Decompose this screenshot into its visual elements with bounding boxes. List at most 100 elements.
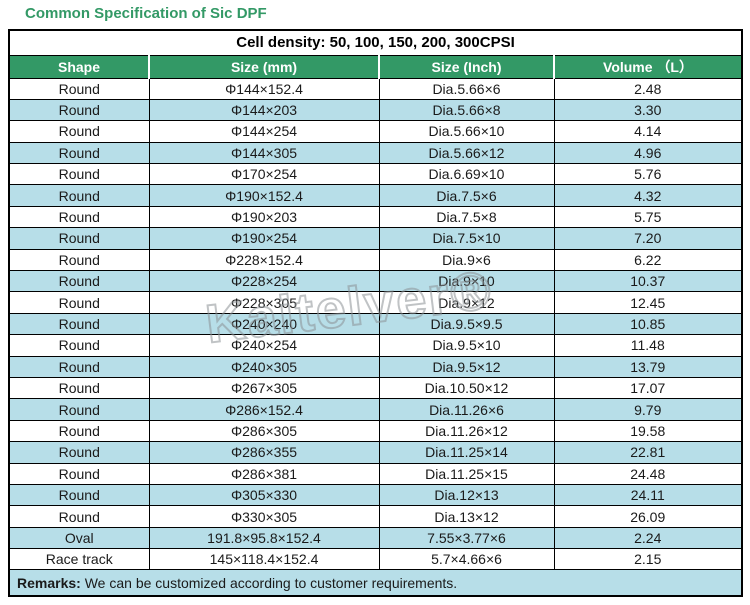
cell-shape: Round <box>8 419 150 443</box>
cell-volume: 11.48 <box>553 334 743 357</box>
cell-shape: Round <box>8 227 150 250</box>
cell-size-inch: Dia.11.25×15 <box>378 462 555 485</box>
cell-size-mm: Φ240×254 <box>148 334 380 357</box>
cell-shape: Round <box>8 505 150 528</box>
table-row: Round Φ228×152.4 Dia.9×6 6.22 <box>8 248 743 272</box>
cell-size-inch: Dia.9.5×10 <box>378 334 555 357</box>
table-row: Round Φ240×305 Dia.9.5×12 13.79 <box>8 355 743 378</box>
table-row: Round Φ190×254 Dia.7.5×10 7.20 <box>8 227 743 250</box>
cell-shape: Round <box>8 291 150 314</box>
cell-size-inch: Dia.6.69×10 <box>378 163 555 186</box>
cell-density-text: Cell density: 50, 100, 150, 200, 300CPSI <box>8 29 743 56</box>
column-header-shape: Shape <box>8 54 150 79</box>
cell-density-row: Cell density: 50, 100, 150, 200, 300CPSI <box>8 29 743 56</box>
cell-size-mm: 145×118.4×152.4 <box>148 548 380 571</box>
table-row: Round Φ305×330 Dia.12×13 24.11 <box>8 483 743 507</box>
cell-size-mm: Φ190×152.4 <box>148 184 380 207</box>
cell-volume: 5.76 <box>553 163 743 186</box>
cell-shape: Round <box>8 98 150 122</box>
cell-volume: 9.79 <box>553 398 743 421</box>
cell-size-inch: 5.7×4.66×6 <box>378 548 555 571</box>
cell-size-inch: Dia.9×12 <box>378 291 555 314</box>
cell-shape: Round <box>8 270 150 293</box>
cell-size-inch: Dia.9.5×12 <box>378 355 555 378</box>
cell-shape: Round <box>8 462 150 485</box>
cell-volume: 24.48 <box>553 462 743 485</box>
cell-size-inch: Dia.11.26×6 <box>378 398 555 421</box>
cell-size-mm: Φ240×240 <box>148 312 380 336</box>
remarks-cell: Remarks: We can be customized according … <box>8 569 743 597</box>
cell-size-inch: Dia.7.5×6 <box>378 184 555 207</box>
table-row: Round Φ286×355 Dia.11.25×14 22.81 <box>8 441 743 464</box>
cell-volume: 4.32 <box>553 184 743 207</box>
cell-size-inch: 7.55×3.77×6 <box>378 526 555 550</box>
cell-size-inch: Dia.11.25×14 <box>378 441 555 464</box>
cell-size-mm: 191.8×95.8×152.4 <box>148 526 380 550</box>
table-row: Round Φ228×305 Dia.9×12 12.45 <box>8 291 743 314</box>
table-body: Round Φ144×152.4 Dia.5.66×6 2.48 Round Φ144×2… <box>8 77 743 571</box>
table-row: Round Φ144×254 Dia.5.66×10 4.14 <box>8 120 743 143</box>
table-row: Round Φ267×305 Dia.10.50×12 17.07 <box>8 376 743 400</box>
cell-shape: Round <box>8 441 150 464</box>
cell-shape: Round <box>8 355 150 378</box>
cell-size-mm: Φ286×355 <box>148 441 380 464</box>
page-title: Common Specification of Sic DPF <box>25 5 267 22</box>
cell-size-mm: Φ144×305 <box>148 141 380 165</box>
column-header-row: Shape Size (mm) Size (Inch) Volume （L） <box>8 54 743 79</box>
cell-shape: Round <box>8 141 150 165</box>
cell-size-inch: Dia.5.66×12 <box>378 141 555 165</box>
cell-size-mm: Φ286×381 <box>148 462 380 485</box>
table-row: Round Φ170×254 Dia.6.69×10 5.76 <box>8 163 743 186</box>
table-row: Round Φ286×305 Dia.11.26×12 19.58 <box>8 419 743 443</box>
cell-size-mm: Φ286×152.4 <box>148 398 380 421</box>
cell-size-inch: Dia.7.5×10 <box>378 227 555 250</box>
cell-size-inch: Dia.9.5×9.5 <box>378 312 555 336</box>
cell-size-inch: Dia.9×10 <box>378 270 555 293</box>
cell-volume: 4.14 <box>553 120 743 143</box>
cell-shape: Oval <box>8 526 150 550</box>
column-header-size-inch: Size (Inch) <box>378 54 555 79</box>
cell-shape: Round <box>8 184 150 207</box>
cell-volume: 4.96 <box>553 141 743 165</box>
cell-size-mm: Φ190×203 <box>148 205 380 229</box>
cell-volume: 12.45 <box>553 291 743 314</box>
cell-size-inch: Dia.5.66×6 <box>378 77 555 100</box>
cell-size-inch: Dia.7.5×8 <box>378 205 555 229</box>
cell-volume: 5.75 <box>553 205 743 229</box>
cell-size-mm: Φ240×305 <box>148 355 380 378</box>
remarks-label: Remarks: <box>17 574 81 591</box>
table-row: Race track 145×118.4×152.4 5.7×4.66×6 2.15 <box>8 548 743 571</box>
cell-volume: 17.07 <box>553 376 743 400</box>
cell-shape: Round <box>8 334 150 357</box>
cell-shape: Round <box>8 483 150 507</box>
table-row: Round Φ144×305 Dia.5.66×12 4.96 <box>8 141 743 165</box>
cell-size-mm: Φ144×203 <box>148 98 380 122</box>
cell-volume: 22.81 <box>553 441 743 464</box>
cell-size-inch: Dia.9×6 <box>378 248 555 272</box>
cell-volume: 10.85 <box>553 312 743 336</box>
column-header-volume: Volume （L） <box>553 54 743 79</box>
table-row: Round Φ240×254 Dia.9.5×10 11.48 <box>8 334 743 357</box>
cell-size-inch: Dia.5.66×8 <box>378 98 555 122</box>
cell-shape: Round <box>8 376 150 400</box>
cell-volume: 19.58 <box>553 419 743 443</box>
cell-volume: 6.22 <box>553 248 743 272</box>
table-row: Round Φ240×240 Dia.9.5×9.5 10.85 <box>8 312 743 336</box>
cell-size-mm: Φ228×254 <box>148 270 380 293</box>
cell-shape: Round <box>8 77 150 100</box>
remarks-text: We can be customized according to custom… <box>80 574 458 591</box>
table-row: Round Φ144×203 Dia.5.66×8 3.30 <box>8 98 743 122</box>
column-header-size-mm: Size (mm) <box>148 54 380 79</box>
cell-size-inch: Dia.13×12 <box>378 505 555 528</box>
cell-volume: 2.24 <box>553 526 743 550</box>
table-row: Round Φ286×381 Dia.11.25×15 24.48 <box>8 462 743 485</box>
cell-size-mm: Φ305×330 <box>148 483 380 507</box>
cell-size-inch: Dia.11.26×12 <box>378 419 555 443</box>
cell-size-mm: Φ228×305 <box>148 291 380 314</box>
table-row: Round Φ144×152.4 Dia.5.66×6 2.48 <box>8 77 743 100</box>
cell-size-mm: Φ267×305 <box>148 376 380 400</box>
table-row: Round Φ190×152.4 Dia.7.5×6 4.32 <box>8 184 743 207</box>
cell-size-mm: Φ144×254 <box>148 120 380 143</box>
cell-shape: Race track <box>8 548 150 571</box>
